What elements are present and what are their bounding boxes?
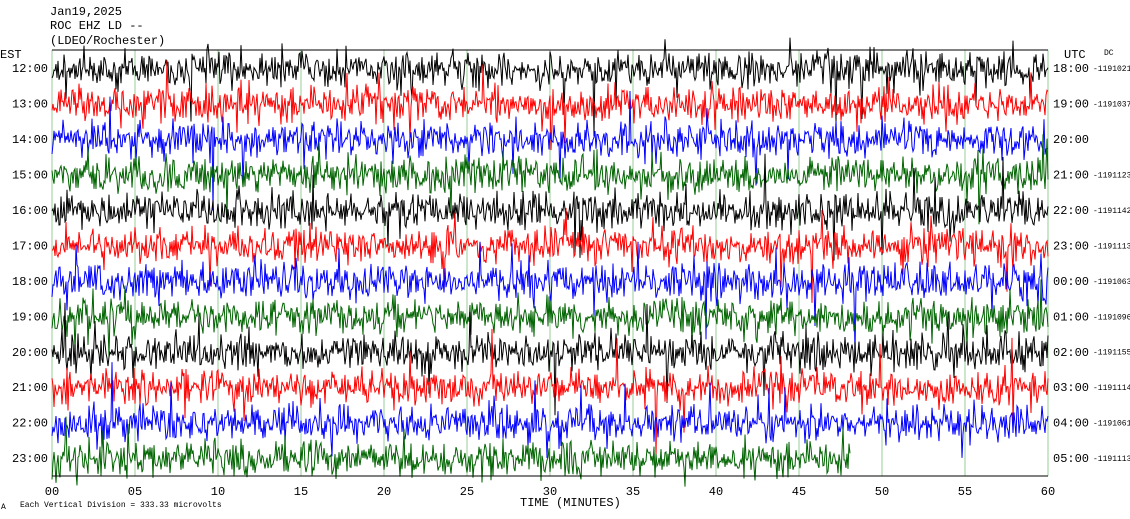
est-hour-label: 18:00 <box>12 275 48 289</box>
x-tick-label: 00 <box>45 485 59 499</box>
est-hour-label: 13:00 <box>12 98 48 112</box>
x-tick-label: 40 <box>709 485 723 499</box>
est-hour-label: 15:00 <box>12 169 48 183</box>
est-hour-label: 16:00 <box>12 204 48 218</box>
x-tick-label: 25 <box>460 485 474 499</box>
offset-label: -1191114 <box>1093 384 1130 393</box>
trace <box>51 302 1049 416</box>
offset-label: -1191142 <box>1093 207 1130 216</box>
utc-hour-label: 22:00 <box>1053 204 1089 218</box>
trace <box>51 328 1049 457</box>
utc-hour-label: 19:00 <box>1053 98 1089 112</box>
x-tick-label: 45 <box>792 485 806 499</box>
utc-hour-label: 03:00 <box>1053 381 1089 395</box>
x-tick-label: 60 <box>1041 485 1055 499</box>
offset-label: -1191096 <box>1093 313 1130 322</box>
trace <box>51 60 1049 151</box>
utc-hour-label: 01:00 <box>1053 310 1089 324</box>
scale-note: Each Vertical Division = 333.33 microvol… <box>20 501 222 510</box>
est-hour-label: 19:00 <box>12 310 48 324</box>
footer-icon: A <box>1 503 6 512</box>
trace <box>51 134 1049 225</box>
x-tick-label: 30 <box>543 485 557 499</box>
est-hour-label: 23:00 <box>12 452 48 466</box>
traces <box>51 37 1049 487</box>
utc-hour-label: 05:00 <box>1053 452 1089 466</box>
trace <box>51 279 1049 357</box>
offset-label: -1191061 <box>1093 420 1130 429</box>
offset-label: -1191021 <box>1093 65 1130 74</box>
offset-label: -1191113 <box>1093 242 1130 251</box>
trace <box>51 207 1049 303</box>
utc-label: UTC <box>1064 48 1086 62</box>
offset-label: -1191155 <box>1093 349 1130 358</box>
dc-label: DC <box>1104 49 1114 58</box>
est-hour-label: 17:00 <box>12 239 48 253</box>
est-hour-label: 21:00 <box>12 381 48 395</box>
offset-label: -1191123 <box>1093 171 1130 180</box>
est-hour-label: 22:00 <box>12 417 48 431</box>
trace <box>51 416 851 487</box>
offset-label: -1191113 <box>1093 455 1130 464</box>
utc-hour-label: 18:00 <box>1053 62 1089 76</box>
utc-hour-label: 00:00 <box>1053 275 1089 289</box>
date: Jan19,2025 <box>50 5 122 19</box>
x-tick-label: 55 <box>958 485 972 499</box>
x-tick-label: 10 <box>211 485 225 499</box>
x-tick-label: 50 <box>875 485 889 499</box>
utc-hour-label: 02:00 <box>1053 346 1089 360</box>
utc-hour-label: 04:00 <box>1053 417 1089 431</box>
station: ROC EHZ LD -- <box>50 19 144 33</box>
trace <box>51 37 1049 137</box>
est-hour-label: 12:00 <box>12 62 48 76</box>
trace <box>51 90 1049 211</box>
x-axis-title: TIME (MINUTES) <box>520 496 621 510</box>
trace <box>51 362 1049 459</box>
trace <box>51 241 1049 354</box>
offset-label: -1191037 <box>1093 101 1130 110</box>
utc-hour-label: 21:00 <box>1053 169 1089 183</box>
x-tick-label: 15 <box>294 485 308 499</box>
x-tick-label: 05 <box>128 485 142 499</box>
x-tick-label: 20 <box>377 485 391 499</box>
est-hour-label: 14:00 <box>12 133 48 147</box>
est-label: EST <box>0 48 22 62</box>
x-tick-label: 35 <box>626 485 640 499</box>
offset-label: -1191063 <box>1093 278 1130 287</box>
utc-hour-label: 20:00 <box>1053 133 1089 147</box>
utc-hour-label: 23:00 <box>1053 239 1089 253</box>
network: (LDEO/Rochester) <box>50 34 165 48</box>
est-hour-label: 20:00 <box>12 346 48 360</box>
trace <box>51 153 1049 261</box>
